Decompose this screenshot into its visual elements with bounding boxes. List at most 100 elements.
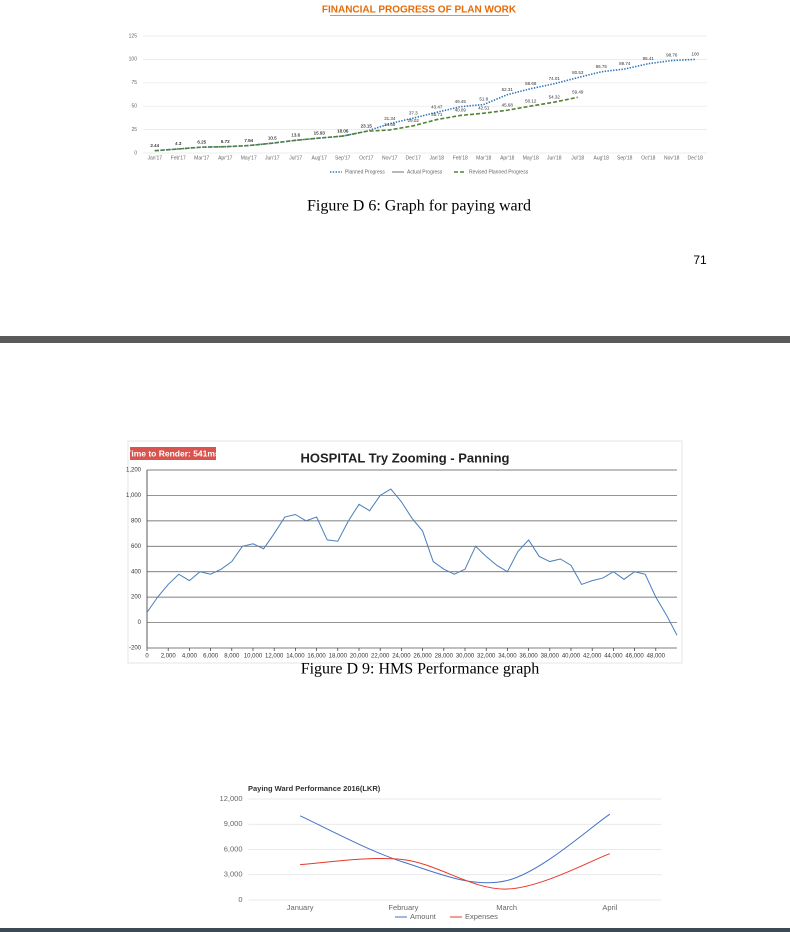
x-tick-label: Sep'17 — [335, 155, 351, 161]
x-tick-label: February — [388, 903, 418, 912]
y-tick-label: 800 — [131, 518, 142, 524]
x-tick-label: Jul'17 — [289, 155, 302, 161]
y-tick-label: 100 — [129, 57, 138, 63]
data-label: 15.93 — [314, 130, 326, 135]
data-label: 50.12 — [525, 98, 537, 103]
series-line — [299, 813, 611, 884]
x-tick-label: Jan'17 — [147, 155, 162, 161]
x-tick-label: May'18 — [523, 155, 539, 161]
x-tick-label: Oct'18 — [641, 155, 656, 161]
data-label: 54.32 — [549, 94, 561, 99]
x-tick-label: 42,000 — [583, 654, 602, 660]
data-label: 68.68 — [525, 81, 537, 86]
series-line — [154, 96, 578, 152]
x-tick-label: Feb'17 — [171, 155, 186, 161]
x-tick-label: May'17 — [241, 155, 257, 161]
y-tick-label: 12,000 — [220, 794, 243, 803]
x-tick-label: 14,000 — [286, 654, 305, 660]
y-tick-label: 400 — [131, 569, 142, 575]
data-label: 4.3 — [175, 141, 182, 146]
data-label: 24.68 — [384, 122, 396, 127]
data-label: 80.53 — [572, 70, 584, 75]
data-label: 15.93 — [314, 130, 326, 135]
data-label: 42.51 — [478, 105, 490, 110]
data-label: 18.06 — [337, 128, 349, 133]
data-label: 13.6 — [291, 132, 300, 137]
data-label: 6.25 — [197, 139, 206, 144]
chart-frame — [127, 440, 683, 664]
x-tick-label: 46,000 — [625, 654, 644, 660]
data-label: 51.8 — [479, 97, 488, 102]
x-tick-label: Apr'17 — [218, 155, 233, 161]
x-tick-label: 18,000 — [329, 654, 348, 660]
render-badge: Time to Render: 541ms — [126, 448, 220, 458]
chart-title: HOSPITAL Try Zooming - Panning — [301, 450, 510, 465]
data-label: 7.94 — [244, 138, 253, 143]
data-label: 10.5 — [268, 135, 277, 140]
data-label: 6.72 — [221, 139, 230, 144]
x-tick-label: April — [602, 903, 617, 912]
data-label: 10.5 — [268, 135, 277, 140]
x-tick-label: January — [287, 903, 314, 912]
legend-label: Revised Planned Progress — [469, 169, 529, 175]
x-tick-label: Oct'17 — [359, 155, 374, 161]
y-tick-label: 0 — [238, 895, 242, 904]
y-tick-label: 600 — [131, 544, 142, 550]
x-tick-label: Sep'18 — [617, 155, 633, 161]
page-separator — [0, 928, 790, 932]
y-tick-label: 1,000 — [126, 493, 142, 499]
legend-label: Actual Progress — [407, 169, 443, 175]
data-label: 7.94 — [244, 138, 253, 143]
legend-label: Amount — [410, 912, 437, 921]
y-tick-label: -200 — [129, 646, 142, 652]
data-label: 23.15 — [361, 124, 373, 129]
data-label: 40.09 — [455, 108, 467, 113]
y-tick-label: 3,000 — [224, 870, 243, 879]
x-tick-label: 28,000 — [435, 654, 454, 660]
data-label: 13.6 — [291, 132, 300, 137]
x-tick-label: Nov'17 — [382, 155, 398, 161]
x-tick-label: 10,000 — [244, 654, 263, 660]
data-label: 95.41 — [643, 56, 655, 61]
chart-title: FINANCIAL PROGRESS OF PLAN WORK — [322, 5, 517, 16]
y-tick-label: 0 — [134, 150, 137, 156]
y-tick-label: 125 — [129, 33, 138, 39]
x-tick-label: Jun'17 — [265, 155, 280, 161]
data-label: 6.72 — [221, 139, 230, 144]
legend-label: Planned Progress — [345, 169, 385, 175]
chart-title: Paying Ward Performance 2016(LKR) — [248, 784, 381, 793]
data-label: 49.45 — [455, 99, 467, 104]
y-tick-label: 50 — [131, 104, 137, 110]
badge-background — [130, 447, 216, 460]
x-tick-label: Aug'18 — [594, 155, 610, 161]
data-label: 4.3 — [175, 141, 182, 146]
data-label: 18.06 — [337, 128, 349, 133]
data-label: 98.76 — [666, 53, 678, 58]
x-tick-label: Dec'17 — [406, 155, 422, 161]
x-tick-label: 2,000 — [161, 654, 177, 660]
series-line — [146, 488, 678, 636]
x-tick-label: 32,000 — [477, 654, 496, 660]
x-tick-label: 24,000 — [392, 654, 411, 660]
x-tick-label: Aug'17 — [312, 155, 328, 161]
data-label: 74.01 — [549, 76, 561, 81]
page-number: 71 — [693, 253, 707, 267]
x-tick-label: 38,000 — [541, 654, 560, 660]
data-label: 29.02 — [408, 118, 420, 123]
x-tick-label: Jun'18 — [547, 155, 562, 161]
data-label: 62.31 — [502, 87, 514, 92]
y-tick-label: 6,000 — [224, 844, 243, 853]
y-tick-label: 25 — [131, 127, 137, 133]
y-tick-label: 1,200 — [126, 468, 142, 474]
x-tick-label: 22,000 — [371, 654, 390, 660]
data-label: 43.47 — [431, 104, 443, 109]
data-label: 31.34 — [384, 116, 396, 121]
x-tick-label: 6,000 — [203, 654, 219, 660]
x-tick-label: Nov'18 — [664, 155, 680, 161]
data-label: 35.71 — [431, 112, 443, 117]
x-tick-label: 20,000 — [350, 654, 369, 660]
x-tick-label: 34,000 — [498, 654, 517, 660]
data-label: 100 — [691, 52, 699, 57]
data-label: 37.3 — [409, 110, 418, 115]
